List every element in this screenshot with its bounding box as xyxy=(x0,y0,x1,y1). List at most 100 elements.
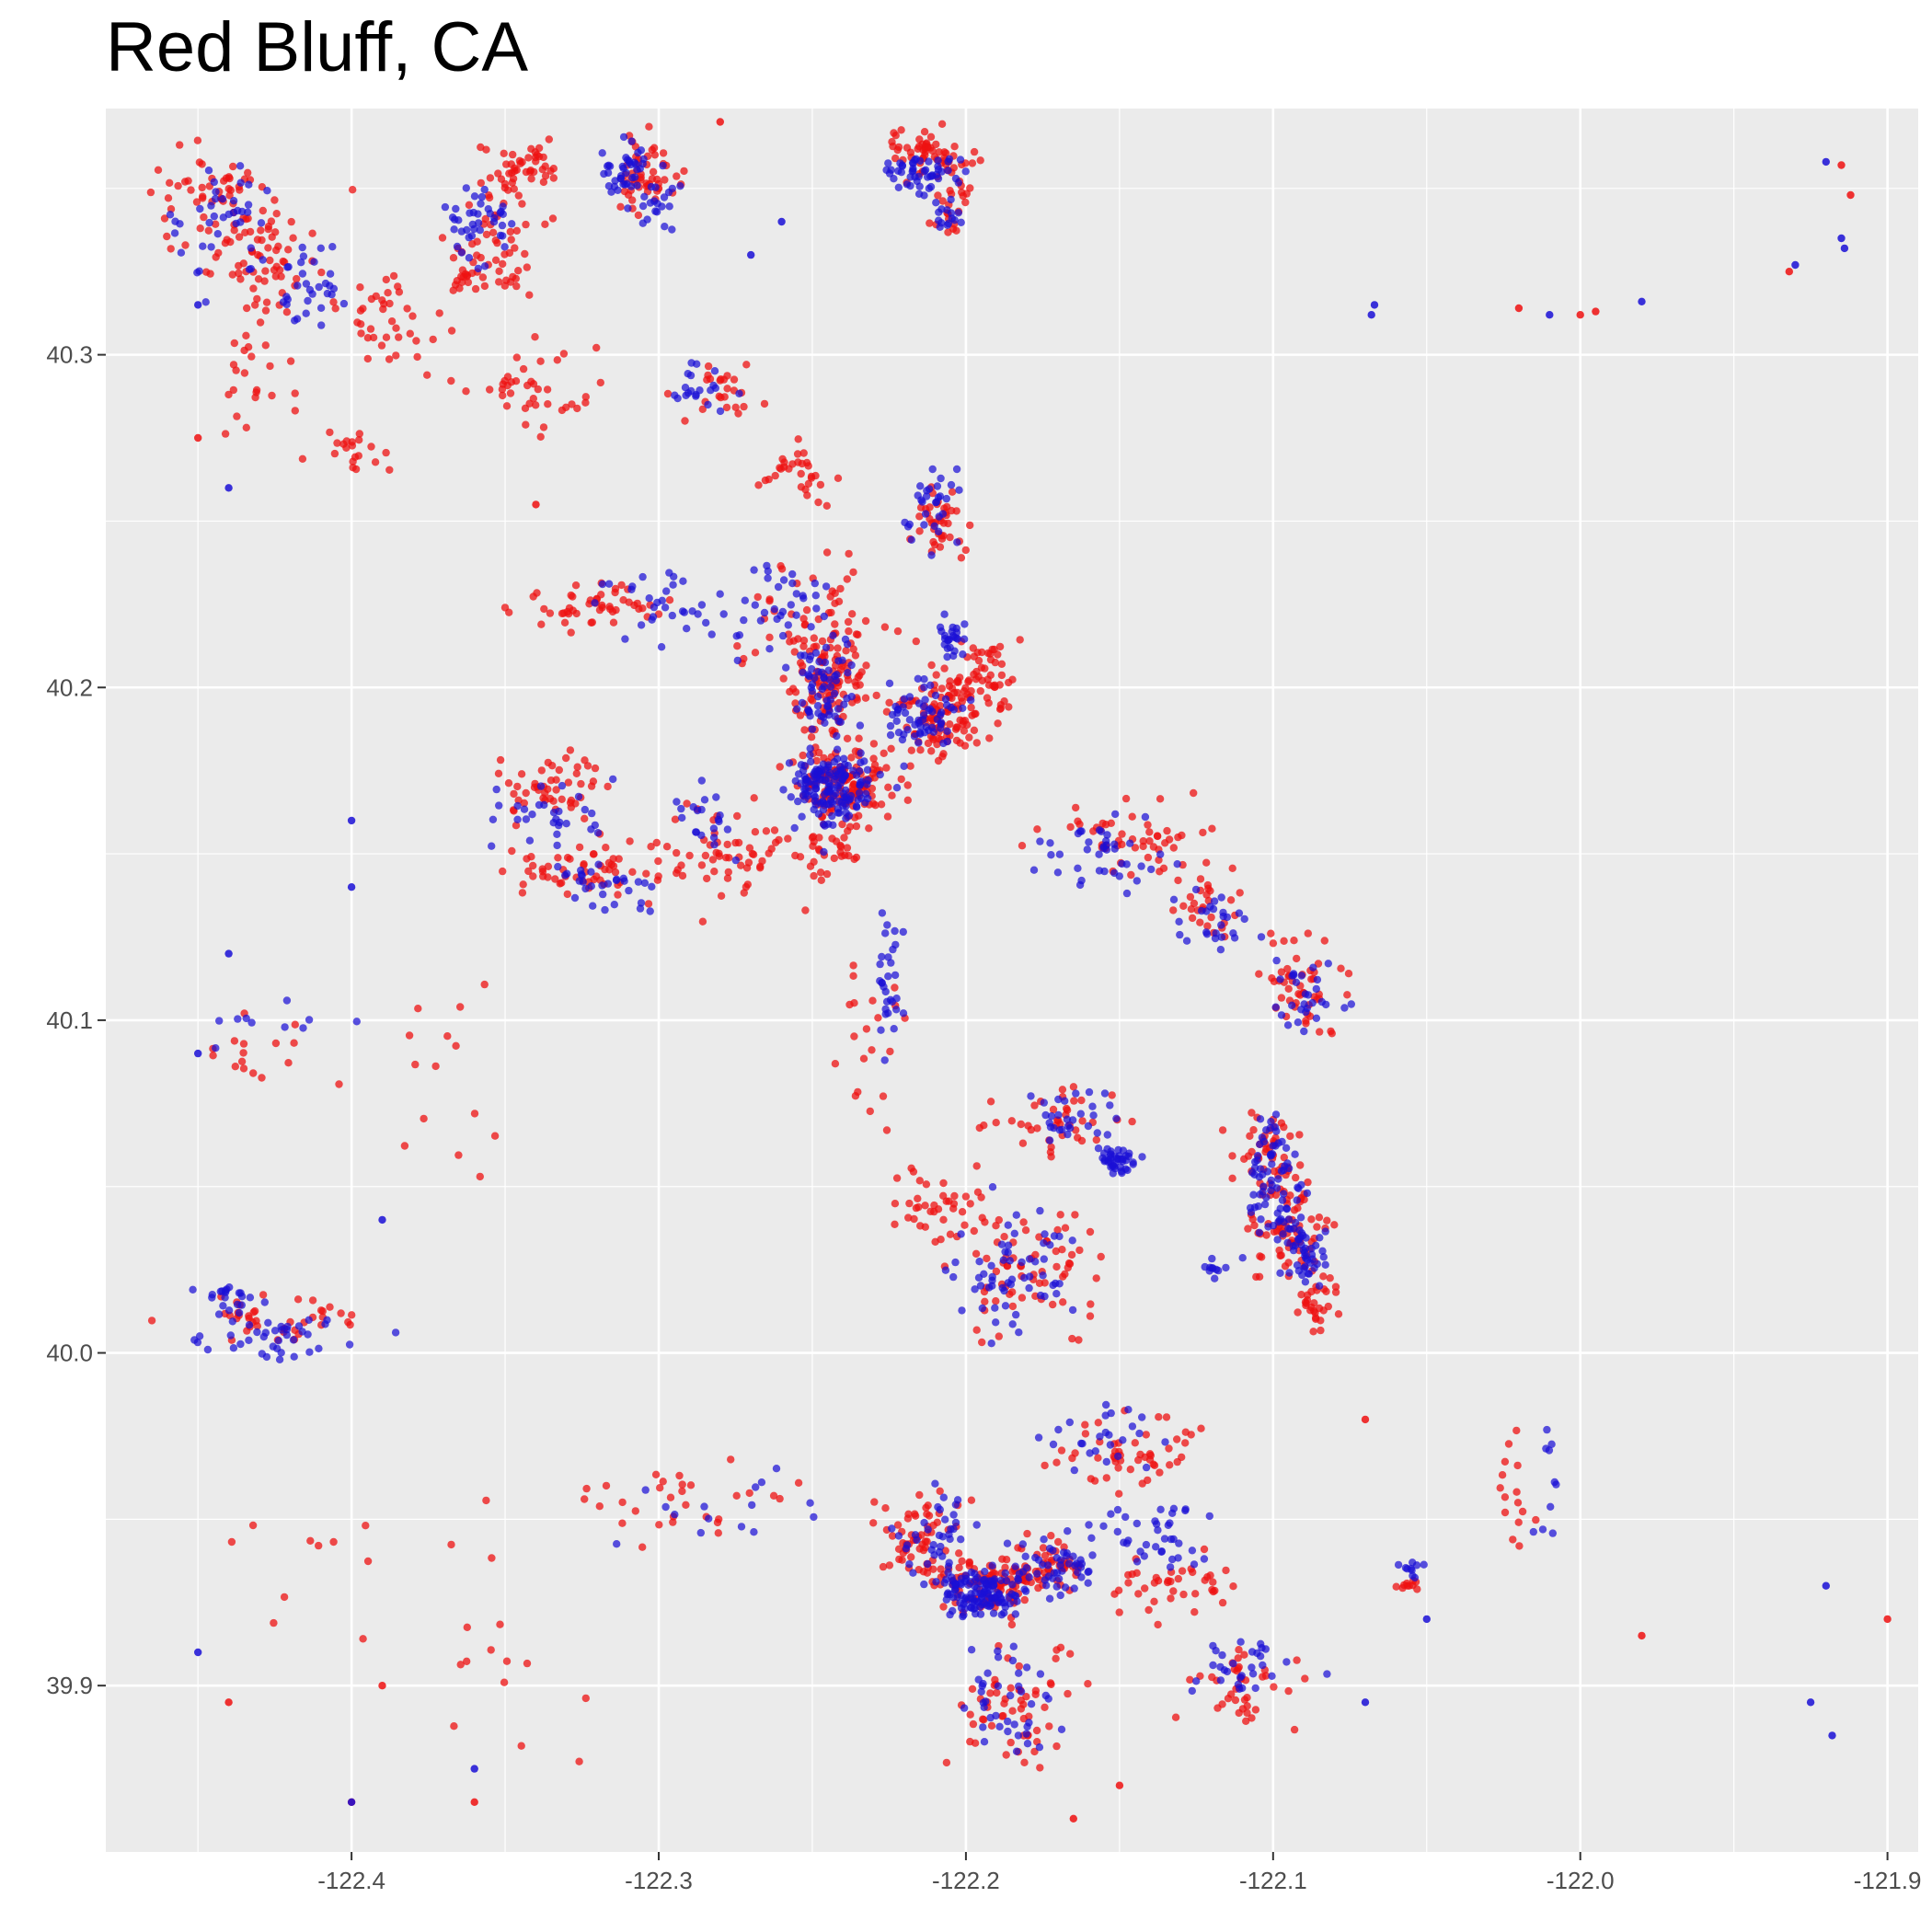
data-point xyxy=(539,178,548,187)
data-point xyxy=(351,465,361,474)
data-point xyxy=(847,661,856,670)
data-point xyxy=(541,172,550,180)
data-point xyxy=(166,211,175,219)
data-point xyxy=(817,876,825,884)
data-point xyxy=(1344,970,1353,978)
data-point xyxy=(1077,876,1086,885)
data-point xyxy=(1316,1028,1324,1036)
data-point xyxy=(1144,853,1153,862)
data-point xyxy=(187,186,195,194)
data-point xyxy=(1276,975,1284,983)
data-point xyxy=(661,604,670,612)
data-point xyxy=(544,758,552,767)
data-point xyxy=(1294,1235,1303,1244)
data-point xyxy=(1269,1142,1277,1150)
data-point xyxy=(477,178,485,188)
data-point xyxy=(957,694,966,702)
data-point xyxy=(756,864,765,872)
data-point xyxy=(988,1183,997,1191)
data-point xyxy=(970,726,979,734)
data-point xyxy=(776,562,785,570)
data-point xyxy=(1149,1460,1157,1468)
data-point xyxy=(993,1688,1001,1697)
data-point xyxy=(189,1285,197,1294)
data-point xyxy=(1008,1320,1017,1328)
data-point xyxy=(871,801,880,810)
data-point xyxy=(1501,1457,1510,1466)
data-point xyxy=(532,401,540,409)
data-point xyxy=(946,533,954,542)
data-point xyxy=(1012,1211,1021,1219)
data-point xyxy=(784,834,792,843)
data-point xyxy=(1165,1444,1173,1453)
data-point xyxy=(194,1648,202,1657)
data-point xyxy=(1240,1696,1249,1704)
data-point xyxy=(1115,872,1124,880)
data-point xyxy=(697,861,707,869)
data-point xyxy=(952,465,961,474)
data-point xyxy=(907,1164,915,1173)
data-point xyxy=(937,710,945,719)
data-point xyxy=(1124,1570,1133,1580)
data-point xyxy=(1267,929,1275,937)
data-point xyxy=(1023,1529,1031,1538)
data-point xyxy=(1101,1428,1110,1437)
data-point xyxy=(522,815,531,823)
data-point xyxy=(302,280,311,288)
data-point xyxy=(673,172,681,180)
data-point xyxy=(1310,1264,1318,1272)
data-point xyxy=(806,751,814,759)
data-point xyxy=(251,301,259,309)
data-point xyxy=(1301,1674,1309,1683)
data-point xyxy=(176,220,184,228)
data-point xyxy=(160,214,169,223)
data-point xyxy=(235,1308,244,1317)
data-point xyxy=(1138,1479,1146,1488)
data-point xyxy=(1095,826,1104,834)
data-point xyxy=(954,178,963,187)
data-point xyxy=(651,183,660,191)
data-point xyxy=(602,1481,611,1490)
data-point xyxy=(1166,1519,1174,1527)
data-point xyxy=(545,135,553,144)
data-point xyxy=(884,159,892,167)
data-point xyxy=(920,521,928,529)
data-point xyxy=(1157,1547,1167,1556)
data-point xyxy=(1277,1011,1286,1019)
data-point xyxy=(316,244,325,252)
data-point xyxy=(804,462,812,470)
data-point xyxy=(1174,876,1182,885)
data-point xyxy=(1279,1190,1288,1198)
data-point xyxy=(1017,1687,1026,1696)
data-point xyxy=(282,300,291,309)
data-point xyxy=(960,742,970,750)
data-point xyxy=(305,1016,314,1024)
data-point xyxy=(981,1297,989,1306)
data-point xyxy=(1169,895,1179,903)
data-point xyxy=(812,756,821,765)
data-point xyxy=(1110,1590,1119,1598)
data-point xyxy=(1008,1707,1017,1715)
data-point xyxy=(1190,1608,1199,1616)
data-point xyxy=(544,400,552,408)
data-point xyxy=(431,1062,440,1071)
data-point xyxy=(990,645,998,654)
data-point xyxy=(293,274,301,283)
data-point xyxy=(638,201,648,211)
y-tick-label: 39.9 xyxy=(46,1672,93,1699)
data-point xyxy=(1119,1436,1127,1444)
data-point xyxy=(959,704,967,712)
data-point xyxy=(833,745,842,753)
data-point xyxy=(1298,1271,1306,1280)
data-point xyxy=(512,353,521,362)
data-point xyxy=(1258,1133,1267,1142)
data-point xyxy=(293,282,302,290)
data-point xyxy=(882,1126,891,1134)
data-point xyxy=(861,799,869,807)
data-point xyxy=(1548,1529,1558,1537)
data-point xyxy=(924,1501,932,1510)
data-point xyxy=(790,823,799,833)
data-point xyxy=(1837,161,1846,169)
data-point xyxy=(642,869,650,878)
data-point xyxy=(1282,1658,1291,1666)
